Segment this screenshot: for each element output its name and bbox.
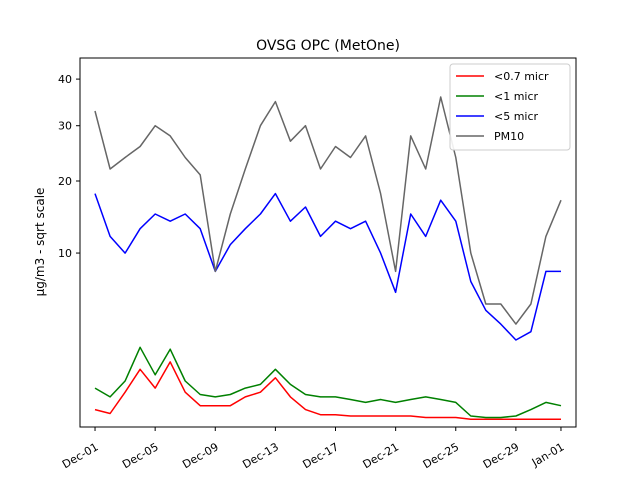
- x-tick-label: Dec-25: [421, 440, 462, 471]
- x-tick-label: Dec-21: [361, 440, 402, 471]
- legend-label: <5 micr: [494, 110, 539, 123]
- chart-title: OVSG OPC (MetOne): [256, 38, 400, 54]
- series-line-0: [94, 361, 561, 420]
- x-tick-label: Dec-09: [180, 440, 221, 471]
- y-axis-label: µg/m3 - sqrt scale: [33, 188, 47, 297]
- legend-label: <1 micr: [494, 90, 539, 103]
- x-tick-label: Dec-13: [240, 440, 281, 471]
- legend-label: <0.7 micr: [494, 70, 549, 83]
- x-tick-label: Dec-17: [301, 440, 342, 471]
- y-tick-label: 10: [58, 247, 72, 260]
- x-tick-label: Dec-01: [60, 440, 101, 471]
- series-layer: [94, 96, 562, 420]
- legend-box: [449, 63, 571, 151]
- x-tick-label: Dec-29: [481, 440, 522, 471]
- x-tick-label: Jan-01: [529, 440, 567, 469]
- x-tick-label: Dec-05: [120, 440, 161, 471]
- axes-frame: [79, 57, 577, 428]
- series-line-3: [94, 96, 562, 325]
- y-tick-label: 30: [58, 120, 72, 133]
- legend-label: PM10: [494, 130, 524, 143]
- x-axis: Dec-01 Dec-05 Dec-09 Dec-13 Dec-17 Dec-21 Dec-…: [60, 427, 566, 471]
- y-axis: 10 20 30 40: [58, 73, 80, 260]
- legend: <0.7 micr <1 micr <5 micr PM10: [449, 63, 571, 151]
- series-line-1: [94, 346, 562, 419]
- y-tick-label: 20: [58, 175, 72, 188]
- series-line-2: [94, 192, 561, 341]
- y-tick-label: 40: [58, 73, 72, 86]
